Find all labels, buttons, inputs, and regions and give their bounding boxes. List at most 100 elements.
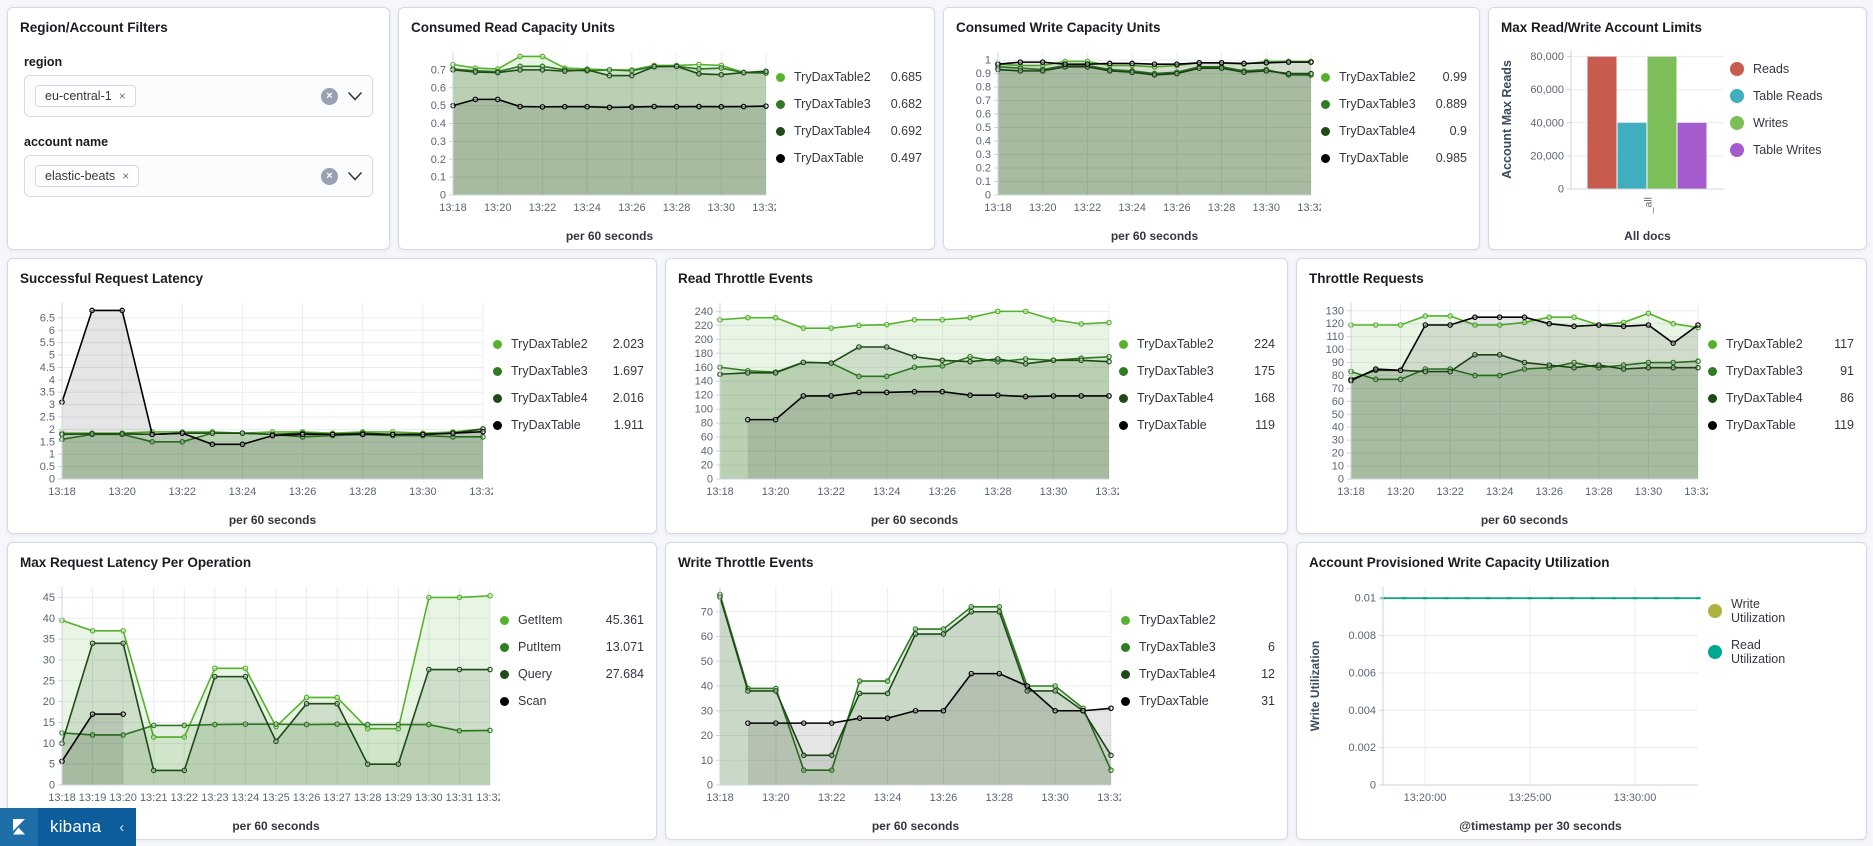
legend-label: TryDaxTable4 [794, 124, 871, 138]
legend-item-trydaxtable4[interactable]: TryDaxTable4 86 [1708, 391, 1854, 405]
svg-text:13:28: 13:28 [1585, 486, 1613, 498]
legend-item-table-writes[interactable]: Table Writes [1730, 143, 1854, 157]
legend-item-trydaxtable3[interactable]: TryDaxTable3 91 [1708, 364, 1854, 378]
svg-text:160: 160 [695, 362, 713, 374]
legend-item-trydaxtable3[interactable]: TryDaxTable3 0.889 [1321, 97, 1467, 111]
legend-item-read-utilization[interactable]: Read Utilization [1708, 638, 1854, 666]
chevron-down-icon[interactable] [348, 171, 362, 181]
legend-label: TryDaxTable [511, 418, 581, 432]
legend-item-trydaxtable4[interactable]: TryDaxTable4 0.692 [776, 124, 922, 138]
legend-value: 31 [1261, 694, 1275, 708]
kibana-logo-icon[interactable] [0, 808, 38, 846]
legend-label: TryDaxTable [794, 151, 864, 165]
legend-item-getitem[interactable]: GetItem 45.361 [500, 613, 644, 627]
panel-consumed-read-capacity: Consumed Read Capacity Units 0 0.1 0.2 0.3 0… [398, 7, 935, 250]
svg-text:15: 15 [43, 717, 55, 729]
svg-text:13:18: 13:18 [1337, 486, 1365, 498]
legend-item-trydaxtable2[interactable]: TryDaxTable2 [1121, 613, 1275, 627]
svg-text:20: 20 [43, 696, 55, 708]
clear-account-icon[interactable]: × [321, 167, 338, 185]
legend-item-reads[interactable]: Reads [1730, 62, 1854, 76]
account-selected-pill[interactable]: elastic-beats × [35, 165, 140, 187]
legend-item-trydaxtable4[interactable]: TryDaxTable4 0.9 [1321, 124, 1467, 138]
svg-text:0.7: 0.7 [431, 64, 446, 76]
legend-item-trydaxtable2[interactable]: TryDaxTable2 117 [1708, 337, 1854, 351]
legend-dot-icon [1708, 366, 1717, 376]
legend-dot-icon [1708, 339, 1717, 349]
legend-value: 175 [1254, 364, 1275, 378]
svg-text:13:32: 13:32 [1097, 792, 1121, 804]
request-latency-legend: TryDaxTable2 2.023 TryDaxTable3 1.697 TryDax… [493, 293, 648, 503]
svg-text:5: 5 [49, 350, 55, 362]
legend-item-putitem[interactable]: PutItem 13.071 [500, 640, 644, 654]
svg-text:70: 70 [701, 606, 713, 618]
region-selected-pill[interactable]: eu-central-1 × [35, 85, 136, 107]
clear-region-icon[interactable]: × [321, 87, 338, 105]
legend-label: TryDaxTable2 [1139, 613, 1216, 627]
svg-text:60: 60 [701, 631, 713, 643]
account-combobox[interactable]: elastic-beats × × [24, 155, 373, 197]
legend-item-trydaxtable[interactable]: TryDaxTable 0.985 [1321, 151, 1467, 165]
svg-text:200: 200 [695, 334, 713, 346]
legend-item-table-reads[interactable]: Table Reads [1730, 89, 1854, 103]
svg-text:13:20: 13:20 [108, 486, 136, 498]
svg-text:13:20: 13:20 [484, 202, 512, 214]
svg-text:13:22: 13:22 [171, 792, 199, 804]
legend-item-scan[interactable]: Scan [500, 694, 644, 708]
legend-item-trydaxtable2[interactable]: TryDaxTable2 224 [1119, 337, 1275, 351]
svg-text:20: 20 [1332, 448, 1344, 460]
legend-value: 1.697 [612, 364, 644, 378]
legend-item-trydaxtable3[interactable]: TryDaxTable3 6 [1121, 640, 1275, 654]
kibana-nav-bar[interactable]: kibana ‹ [0, 808, 137, 846]
svg-text:0.008: 0.008 [1348, 630, 1376, 642]
legend-item-writes[interactable]: Writes [1730, 116, 1854, 130]
legend-item-trydaxtable4[interactable]: TryDaxTable4 168 [1119, 391, 1275, 405]
svg-text:13:20: 13:20 [762, 486, 790, 498]
svg-text:13:28: 13:28 [663, 202, 691, 214]
legend-dot-icon [1321, 99, 1330, 109]
svg-text:70: 70 [1332, 383, 1344, 395]
svg-text:35: 35 [43, 634, 55, 646]
legend-label: TryDaxTable2 [1726, 337, 1803, 351]
svg-text:13:20:00: 13:20:00 [1404, 792, 1447, 804]
legend-value: 0.497 [890, 151, 922, 165]
svg-text:13:22: 13:22 [818, 792, 846, 804]
legend-value: 13.071 [605, 640, 644, 654]
legend-item-write-utilization[interactable]: Write Utilization [1708, 597, 1854, 625]
legend-label: TryDaxTable2 [511, 337, 588, 351]
legend-item-trydaxtable3[interactable]: TryDaxTable3 1.697 [493, 364, 644, 378]
legend-item-trydaxtable2[interactable]: TryDaxTable2 0.99 [1321, 70, 1467, 84]
svg-text:13:20: 13:20 [762, 792, 790, 804]
legend-item-trydaxtable[interactable]: TryDaxTable 119 [1708, 418, 1854, 432]
legend-item-trydaxtable2[interactable]: TryDaxTable2 0.685 [776, 70, 922, 84]
legend-item-trydaxtable2[interactable]: TryDaxTable2 2.023 [493, 337, 644, 351]
remove-account-icon[interactable]: × [122, 169, 130, 183]
legend-item-trydaxtable4[interactable]: TryDaxTable4 12 [1121, 667, 1275, 681]
svg-text:0.6: 0.6 [976, 109, 991, 121]
legend-item-trydaxtable3[interactable]: TryDaxTable3 0.682 [776, 97, 922, 111]
legend-item-query[interactable]: Query 27.684 [500, 667, 644, 681]
svg-text:80: 80 [701, 418, 713, 430]
write-throttle-chart: 0 10 20 30 40 50 60 70 13:18 13:20 13:22 13:24 13:26… [674, 577, 1125, 809]
svg-text:180: 180 [695, 348, 713, 360]
legend-item-trydaxtable[interactable]: TryDaxTable 0.497 [776, 151, 922, 165]
legend-item-trydaxtable3[interactable]: TryDaxTable3 175 [1119, 364, 1275, 378]
svg-text:0.01: 0.01 [1355, 593, 1376, 605]
chevron-down-icon[interactable] [348, 91, 362, 101]
legend-dot-icon [1708, 393, 1717, 403]
svg-text:13:24: 13:24 [229, 486, 257, 498]
legend-item-trydaxtable4[interactable]: TryDaxTable4 2.016 [493, 391, 644, 405]
legend-item-trydaxtable[interactable]: TryDaxTable 31 [1121, 694, 1275, 708]
panel-write-capacity-utilization: Account Provisioned Write Capacity Utili… [1296, 542, 1867, 840]
svg-text:1: 1 [49, 449, 55, 461]
legend-dot-icon [500, 615, 509, 625]
legend-label: Writes [1753, 116, 1789, 130]
collapse-nav-icon[interactable]: ‹ [119, 818, 125, 836]
svg-text:6: 6 [49, 325, 55, 337]
remove-region-icon[interactable]: × [118, 89, 126, 103]
legend-item-trydaxtable[interactable]: TryDaxTable 119 [1119, 418, 1275, 432]
legend-value: 117 [1834, 337, 1854, 351]
region-combobox[interactable]: eu-central-1 × × [24, 75, 373, 117]
svg-text:0.4: 0.4 [976, 136, 991, 148]
legend-item-trydaxtable[interactable]: TryDaxTable 1.911 [493, 418, 644, 432]
